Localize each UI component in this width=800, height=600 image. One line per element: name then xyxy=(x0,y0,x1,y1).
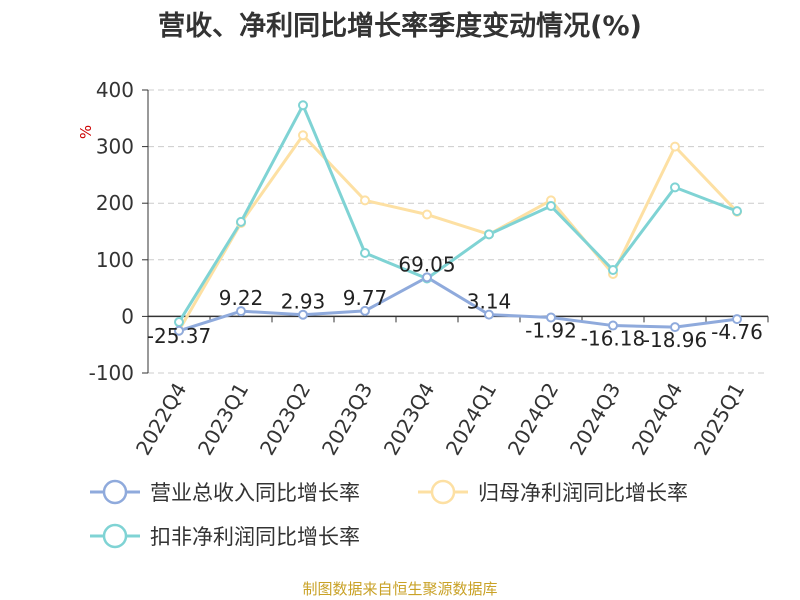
series-line xyxy=(177,103,738,323)
x-tick-label: 2023Q2 xyxy=(255,379,315,460)
data-point xyxy=(484,309,494,320)
data-label: 3.14 xyxy=(467,290,512,314)
x-tick-label: 2023Q1 xyxy=(193,379,253,460)
x-tick-label: 2025Q1 xyxy=(689,379,749,460)
data-label: -1.92 xyxy=(525,318,577,342)
y-tick-label: -100 xyxy=(89,361,134,385)
legend-label: 扣非净利润同比增长率 xyxy=(150,525,360,549)
data-label: 9.77 xyxy=(343,286,388,310)
x-tick-label: 2024Q1 xyxy=(441,379,501,460)
data-point xyxy=(670,322,680,333)
data-point xyxy=(422,209,432,220)
data-point xyxy=(298,100,308,111)
y-axis-unit-label: % xyxy=(77,125,95,139)
x-tick-label: 2022Q4 xyxy=(131,379,191,460)
legend-label: 归母净利润同比增长率 xyxy=(478,481,688,505)
data-point xyxy=(608,320,618,331)
data-point xyxy=(174,325,184,336)
data-label: 69.05 xyxy=(398,252,455,276)
data-point xyxy=(298,309,308,320)
y-tick-label: 300 xyxy=(96,135,134,159)
x-tick-label: 2023Q4 xyxy=(379,379,439,460)
data-point xyxy=(608,264,618,275)
y-tick-label: 400 xyxy=(96,78,134,102)
data-label: 2.93 xyxy=(281,290,326,314)
data-point xyxy=(360,195,370,206)
legend-marker xyxy=(102,479,128,505)
data-point xyxy=(236,216,246,227)
y-tick-label: 200 xyxy=(96,191,134,215)
legend-marker xyxy=(430,479,456,505)
data-point xyxy=(422,272,432,283)
data-point xyxy=(484,229,494,240)
data-point xyxy=(236,306,246,317)
x-tick-label: 2024Q3 xyxy=(565,379,625,460)
data-label: 9.22 xyxy=(219,286,264,310)
data-point xyxy=(732,206,742,217)
data-label: -16.18 xyxy=(581,327,645,351)
y-tick-label: 100 xyxy=(96,248,134,272)
series-line xyxy=(177,133,739,332)
x-tick-label: 2024Q4 xyxy=(627,379,687,460)
legend-label: 营业总收入同比增长率 xyxy=(150,481,360,505)
y-tick-label: 0 xyxy=(121,304,134,328)
data-point xyxy=(546,312,556,323)
source-note: 制图数据来自恒生聚源数据库 xyxy=(302,580,498,598)
series-line xyxy=(178,275,738,333)
x-tick-label: 2024Q2 xyxy=(503,379,563,460)
chart-title: 营收、净利同比增长率季度变动情况(%) xyxy=(158,11,642,42)
x-tick-label: 2023Q3 xyxy=(317,379,377,460)
data-point xyxy=(298,130,308,141)
legend-marker xyxy=(102,523,128,549)
data-point xyxy=(732,314,742,325)
data-point xyxy=(546,201,556,212)
data-point xyxy=(670,141,680,152)
data-label: -18.96 xyxy=(643,328,707,352)
data-point xyxy=(670,182,680,193)
data-label: -25.37 xyxy=(147,324,211,348)
data-point xyxy=(360,305,370,316)
data-label: -4.76 xyxy=(711,320,763,344)
data-point xyxy=(360,248,370,259)
